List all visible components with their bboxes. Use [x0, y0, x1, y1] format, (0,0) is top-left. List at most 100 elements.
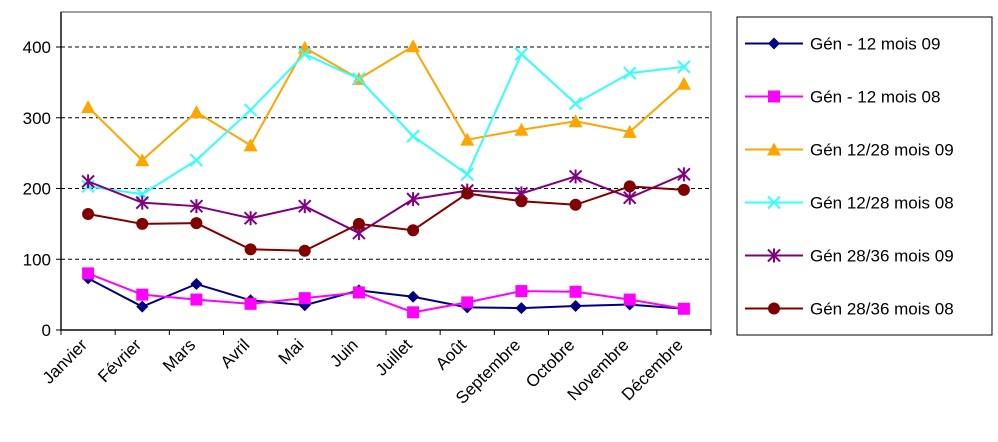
legend-item: Gén 28/36 mois 08 [745, 300, 954, 319]
data-point [298, 199, 312, 214]
legend-item: Gén - 12 mois 08 [745, 88, 940, 107]
series-2 [82, 267, 690, 319]
data-point [189, 105, 204, 119]
x-tick-label: Août [432, 335, 470, 373]
data-point [407, 224, 420, 237]
series-line [87, 173, 685, 235]
y-tick-label: 100 [23, 250, 51, 269]
data-point [677, 302, 690, 315]
data-point [243, 103, 258, 117]
data-point [623, 66, 637, 80]
data-point [244, 297, 257, 310]
x-tick-label: Avril [217, 335, 254, 372]
legend-label: Gén - 12 mois 08 [810, 88, 940, 107]
data-point [461, 296, 474, 309]
data-point [406, 192, 420, 207]
series-line [87, 185, 684, 252]
data-point [135, 195, 149, 210]
data-point [514, 122, 529, 136]
data-point [190, 217, 203, 230]
data-point [244, 243, 257, 256]
data-point [136, 288, 149, 301]
y-tick-label: 200 [23, 180, 51, 199]
legend: Gén - 12 mois 09 Gén - 12 mois 08 Gén 12/2… [736, 16, 993, 336]
data-point [82, 267, 95, 280]
data-point [407, 290, 420, 303]
data-point [460, 132, 475, 146]
data-point [352, 72, 366, 86]
data-point [461, 187, 474, 200]
legend-item: Gén - 12 mois 09 [745, 35, 940, 54]
x-tick-label: Janvier [39, 335, 91, 387]
data-point [568, 169, 583, 184]
legend-marker [767, 248, 781, 263]
data-point [406, 129, 420, 143]
data-point [569, 299, 582, 312]
data-point [569, 198, 582, 211]
data-point [81, 100, 96, 114]
y-tick-label: 400 [23, 38, 51, 57]
x-tick-label: Mars [159, 335, 199, 375]
y-tick-label: 300 [23, 109, 51, 128]
data-point [135, 153, 150, 167]
data-point [298, 244, 311, 257]
data-point [460, 167, 474, 182]
data-point [243, 138, 258, 152]
data-point [568, 114, 583, 128]
legend-marker [768, 302, 780, 315]
data-point [622, 124, 637, 138]
data-point [136, 217, 149, 230]
legend-marker [767, 195, 781, 210]
gridlines [61, 46, 711, 260]
series-6 [82, 180, 690, 257]
data-point [623, 190, 637, 205]
legend-item: Gén 12/28 mois 09 [745, 141, 954, 160]
data-point [515, 285, 528, 298]
data-point [623, 293, 636, 306]
data-point [677, 167, 691, 182]
series-4 [81, 47, 691, 201]
data-point [352, 286, 365, 299]
data-point [569, 285, 582, 298]
data-point [406, 39, 421, 53]
legend-marker [767, 142, 781, 156]
legend-label: Gén 28/36 mois 09 [810, 247, 954, 266]
legend-item: Gén 12/28 mois 08 [745, 194, 954, 213]
data-point [515, 195, 528, 208]
plot-area [60, 11, 712, 331]
legend-label: Gén 28/36 mois 08 [810, 300, 954, 319]
data-point [81, 174, 95, 189]
legend-item: Gén 28/36 mois 09 [745, 247, 954, 266]
data-point [352, 217, 365, 230]
data-point [190, 278, 203, 291]
data-point [677, 60, 691, 74]
data-point [189, 153, 204, 167]
data-point [298, 292, 311, 305]
legend-label: Gén - 12 mois 09 [810, 35, 940, 54]
x-tick-label: Février [94, 335, 145, 386]
series-line [87, 272, 685, 314]
legend-label: Gén 12/28 mois 09 [810, 141, 954, 160]
data-point [676, 76, 691, 90]
y-tick-label: 0 [42, 321, 51, 340]
x-tick-label: Mai [275, 335, 308, 368]
series-line [87, 44, 685, 162]
legend-marker [768, 90, 780, 103]
data-point [677, 183, 690, 196]
legend-box [736, 16, 993, 336]
series-line [87, 52, 685, 196]
data-point [623, 180, 636, 193]
data-point [243, 211, 258, 226]
x-tick-label: Juin [326, 335, 361, 370]
data-point [568, 96, 583, 111]
legend-marker [768, 37, 780, 50]
data-point [82, 207, 95, 220]
series-3 [81, 39, 691, 167]
series [81, 39, 691, 319]
data-point [514, 47, 529, 61]
data-point [298, 47, 312, 61]
data-point [190, 293, 203, 306]
legend-label: Gén 12/28 mois 08 [810, 194, 954, 213]
